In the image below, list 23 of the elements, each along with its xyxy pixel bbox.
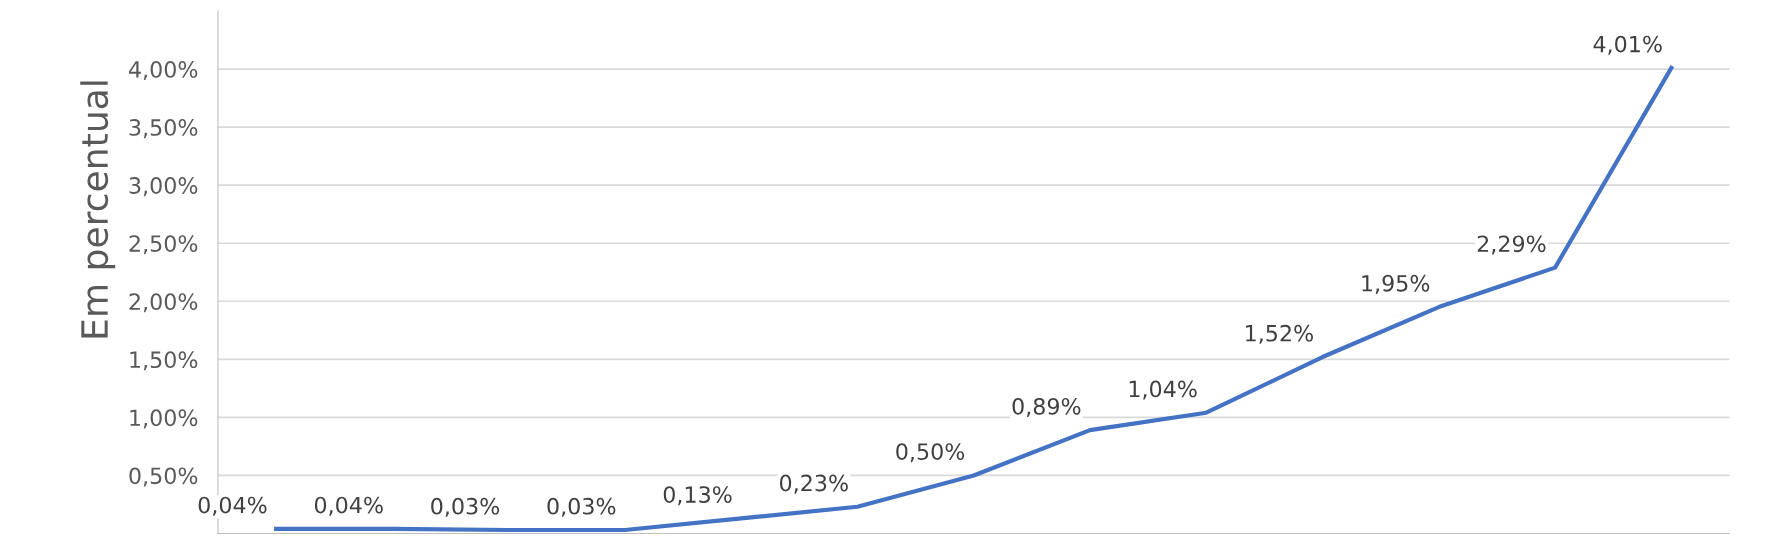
y-tick-label: 0,50% [129, 467, 198, 487]
data-label: 0,50% [896, 443, 965, 463]
data-label: 4,01% [1593, 35, 1662, 55]
data-label: 1,95% [1362, 274, 1430, 294]
data-label: 0,13% [663, 486, 732, 506]
data-label: 2,29% [1477, 235, 1546, 255]
data-label: 1,52% [1246, 324, 1313, 344]
y-tick-label: 3,00% [129, 177, 198, 197]
data-label: 0,03% [431, 497, 500, 517]
y-tick-label: 4,00% [129, 61, 198, 81]
data-label: 0,03% [547, 497, 616, 517]
data-label: 0,04% [198, 496, 267, 516]
y-axis-title: Em percentual [80, 81, 116, 338]
data-label: 0,04% [314, 496, 383, 516]
y-tick-label: 2,00% [129, 293, 198, 313]
y-tick-label: 1,00% [130, 409, 198, 429]
line-series [274, 65, 1674, 533]
y-tick-label: 2,50% [129, 235, 198, 255]
data-label: 0,23% [779, 474, 848, 494]
y-tick-label: 1,50% [130, 351, 198, 371]
data-label: 1,04% [1129, 380, 1197, 400]
data-label: 0,89% [1012, 397, 1081, 418]
y-tick-label: 3,50% [129, 119, 198, 139]
